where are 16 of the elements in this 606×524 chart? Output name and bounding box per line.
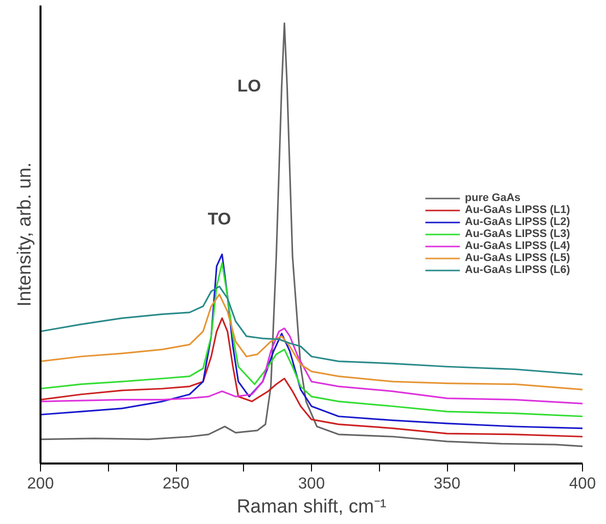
annotation: TO xyxy=(208,210,232,229)
legend-label: Au-GaAs LIPSS (L3) xyxy=(464,228,570,240)
legend-label: Au-GaAs LIPSS (L4) xyxy=(464,240,570,252)
legend-label: Au-GaAs LIPSS (L1) xyxy=(464,204,570,216)
x-tick-label: 300 xyxy=(298,476,325,492)
x-tick-label: 200 xyxy=(27,476,54,492)
x-tick-label: 400 xyxy=(569,476,596,492)
x-tick-label: 250 xyxy=(162,476,190,492)
x-tick-label: 350 xyxy=(434,476,460,492)
legend-label: Au-GaAs LIPSS (L6) xyxy=(464,264,570,276)
legend-label: Au-GaAs LIPSS (L2) xyxy=(464,216,570,228)
legend-label: pure GaAs xyxy=(464,192,521,204)
annotation: LO xyxy=(237,76,261,96)
legend-label: Au-GaAs LIPSS (L5) xyxy=(464,252,570,264)
y-axis-title: Intensity, arb. un. xyxy=(14,162,36,307)
x-axis-title: Raman shift, cm⁻¹ xyxy=(236,496,386,518)
